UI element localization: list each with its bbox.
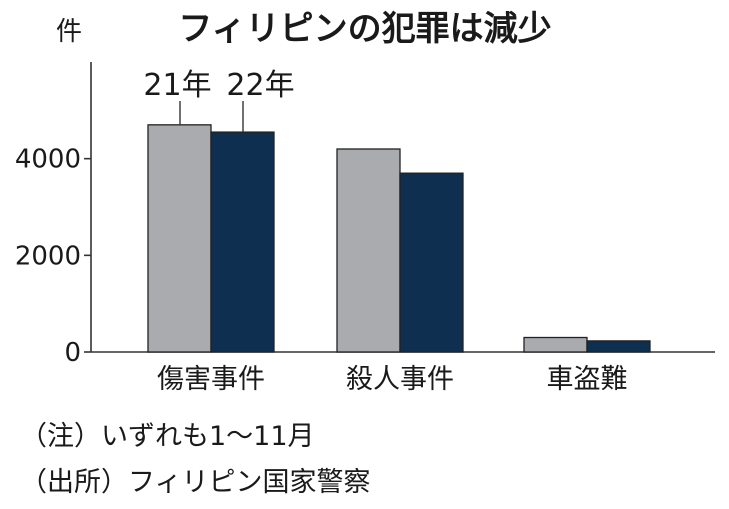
x-category-label: 傷害事件 xyxy=(157,364,265,395)
bar xyxy=(586,340,651,353)
y-tick-label: 0 xyxy=(64,338,81,368)
series-label: 22年 xyxy=(226,68,294,103)
y-axis-unit-label: 件 xyxy=(56,17,82,47)
bars xyxy=(147,124,651,353)
bar-chart: フィリピンの犯罪は減少 件 0 2000 4000 傷害事件 殺人事件 車盗難 21年 22… xyxy=(15,9,715,395)
source-note: （出所）フィリピン国家警察 xyxy=(20,467,371,498)
labels: 傷害事件 殺人事件 車盗難 21年 22年 xyxy=(143,68,627,395)
bar xyxy=(399,172,464,353)
bar xyxy=(523,336,588,353)
bar xyxy=(210,131,275,353)
x-category-label: 殺人事件 xyxy=(346,364,454,395)
bar xyxy=(336,148,401,353)
chart-title: フィリピンの犯罪は減少 xyxy=(178,9,551,49)
y-tick-label: 2000 xyxy=(15,241,81,271)
y-tick-label: 4000 xyxy=(15,145,81,175)
series-label: 21年 xyxy=(143,68,211,103)
bar xyxy=(147,124,212,353)
x-category-label: 車盗難 xyxy=(547,364,628,395)
footnote: （注）いずれも1～11月 xyxy=(20,421,315,452)
